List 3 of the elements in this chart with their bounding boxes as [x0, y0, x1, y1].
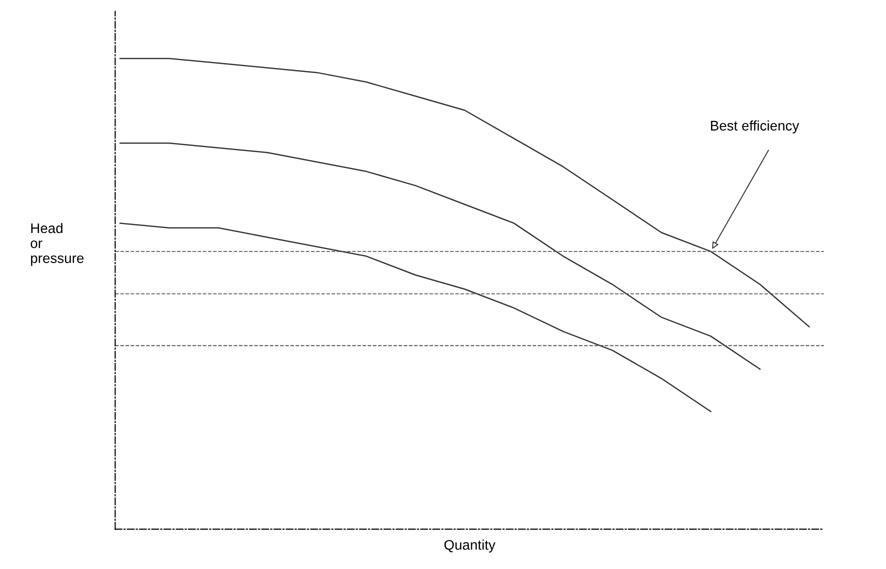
y-axis-title: Head or pressure [30, 222, 84, 266]
annotation: Best efficiency [711, 120, 800, 134]
x-axis-title: Quantity [444, 540, 496, 553]
